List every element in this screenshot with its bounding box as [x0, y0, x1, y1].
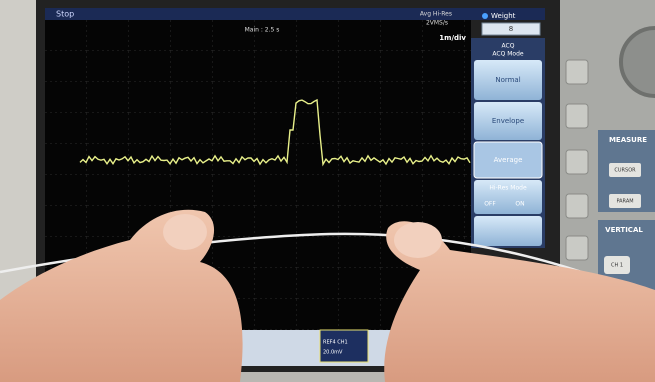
panel-label: CURSOR — [614, 168, 636, 174]
menu-button[interactable] — [474, 216, 542, 246]
weight-label: Weight — [491, 12, 516, 20]
photo: Stop Main : 2.5 s Avg Hi-Res 2VMS/s 1m/d… — [0, 0, 655, 382]
menu-title: ACQ — [502, 43, 515, 50]
weight-value: 8 — [509, 25, 513, 33]
panel-label: PARAM — [616, 199, 633, 205]
acq-info: Avg Hi-Res — [420, 11, 452, 18]
left-thumb — [163, 214, 207, 250]
hires-label: Hi-Res Mode — [489, 185, 527, 192]
timebase: Main : 2.5 s — [245, 27, 280, 34]
hires-option: ON — [515, 201, 524, 208]
channel-value: 20.0mV — [323, 350, 343, 356]
menu-button-label: Envelope — [492, 117, 524, 125]
menu-button-label: Average — [494, 156, 523, 164]
menu-subtitle: ACQ Mode — [492, 51, 523, 58]
panel-label: CH 1 — [611, 263, 623, 269]
status: Stop — [56, 10, 74, 19]
menu-button-label: Normal — [495, 76, 520, 84]
weight-icon — [482, 13, 488, 19]
panel-label: VERTICAL — [605, 226, 643, 234]
channel-box — [320, 330, 368, 362]
scale: 1m/div — [439, 34, 466, 42]
status-bar — [45, 8, 545, 20]
acq-info: 2VMS/s — [426, 20, 448, 27]
right-thumb — [394, 222, 442, 258]
panel-label: MEASURE — [609, 136, 647, 144]
page: Stop Main : 2.5 s Avg Hi-Res 2VMS/s 1m/d… — [0, 0, 655, 382]
hires-option: OFF — [484, 201, 496, 208]
channel-label: REF4 CH1 — [323, 340, 348, 346]
